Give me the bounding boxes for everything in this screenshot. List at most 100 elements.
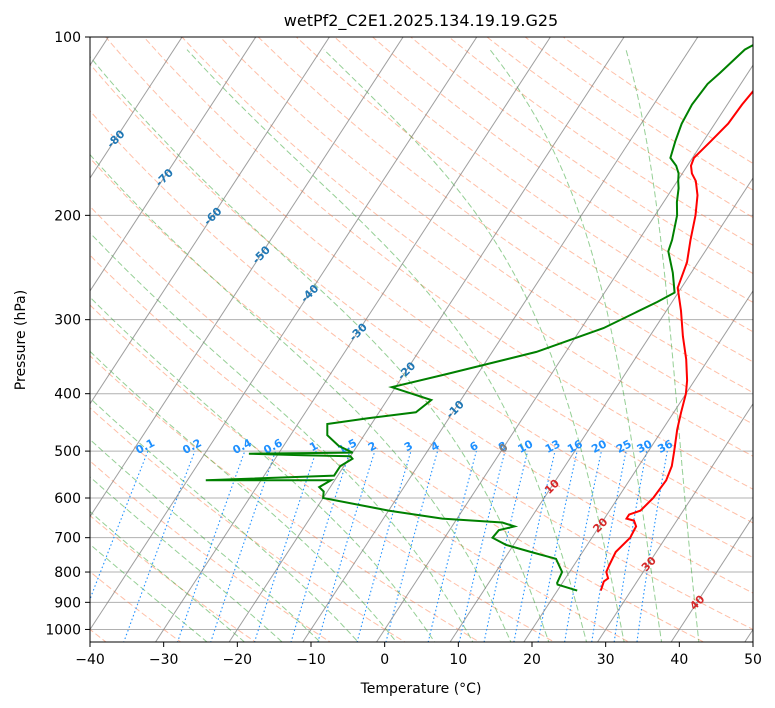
- dry-adiabat: [90, 110, 753, 594]
- dry-adiabat: [143, 37, 753, 490]
- x-tick-label: −40: [75, 652, 105, 668]
- dry-adiabat: [90, 407, 406, 642]
- dry-adiabat: [562, 37, 753, 164]
- moist-adiabat: [90, 476, 283, 642]
- mixing-ratio-line: [317, 450, 376, 642]
- y-tick-label: 300: [54, 313, 81, 329]
- isotherm-line: [449, 177, 753, 642]
- moist-adiabat: [186, 49, 588, 642]
- dry-adiabat: [90, 63, 753, 559]
- isotherm-line: [228, 37, 625, 642]
- mixing-ratio-label: 20: [589, 437, 609, 456]
- mixing-ratio-label: 30: [635, 437, 655, 456]
- isotherm-line: [90, 37, 257, 292]
- mixing-ratio-lines: [90, 450, 668, 642]
- isotherm-line: [302, 37, 699, 642]
- x-axis: −40 −30 −20 −10 0 10 20 30 40 50: [75, 642, 762, 668]
- mixing-ratio-label: 36: [655, 437, 675, 456]
- isotherm-line: [523, 290, 753, 642]
- x-tick-label: 50: [744, 652, 762, 668]
- dry-adiabat: [90, 254, 630, 642]
- y-axis-title: Pressure (hPa): [13, 290, 29, 390]
- moist-adiabat: [90, 232, 474, 642]
- x-tick-label: −10: [296, 652, 326, 668]
- dry-adiabat: [90, 205, 705, 642]
- moist-adiabat: [90, 397, 359, 642]
- y-tick-label: 800: [54, 565, 81, 581]
- moist-adiabat: [489, 49, 663, 642]
- dry-adiabat: [486, 37, 753, 218]
- x-tick-label: 30: [597, 652, 615, 668]
- mixing-ratio-line: [427, 450, 477, 642]
- mixing-ratio-line: [636, 451, 668, 642]
- y-tick-label: 400: [54, 387, 81, 403]
- y-axis: 100 200 300 400 500 600 700 800 900 1000: [45, 30, 90, 638]
- mixing-ratio-label: 13: [543, 437, 563, 456]
- mixing-ratio-line: [537, 450, 578, 642]
- mixing-ratio-line: [356, 450, 412, 642]
- chart-title: wetPf2_C2E1.2025.134.19.19.G25: [284, 11, 558, 31]
- isotherm-line: [90, 37, 404, 518]
- dry-adiabats: [90, 37, 753, 642]
- mixing-ratio-label: 10: [516, 437, 536, 456]
- mixing-ratio-line: [210, 450, 277, 642]
- y-tick-label: 100: [54, 30, 81, 46]
- plot-frame: [89, 36, 754, 643]
- dry-adiabat: [295, 37, 753, 363]
- mixing-ratio-line: [513, 450, 556, 642]
- dry-adiabat: [181, 37, 753, 457]
- moist-adiabat: [323, 49, 625, 642]
- x-tick-label: 0: [380, 652, 389, 668]
- mixing-ratio-line: [591, 450, 627, 642]
- y-tick-label: 700: [54, 531, 81, 547]
- dewpoint-profile-line: [205, 43, 753, 592]
- x-tick-label: 10: [449, 652, 467, 668]
- moist-adiabat: [90, 153, 512, 642]
- dry-adiabat: [410, 37, 753, 275]
- isotherm-line: [90, 37, 330, 405]
- dry-adiabat: [257, 37, 753, 394]
- x-tick-label: −20: [223, 652, 253, 668]
- mixing-ratio-line: [177, 450, 246, 642]
- y-tick-label: 900: [54, 595, 81, 611]
- mixing-ratio-line: [613, 450, 648, 642]
- moist-adiabat: [90, 510, 246, 642]
- dry-adiabat: [105, 37, 753, 524]
- isotherm-line: [90, 37, 478, 631]
- mixing-ratio-line: [483, 450, 529, 642]
- x-tick-label: 20: [523, 652, 541, 668]
- isotherm-line: [154, 37, 551, 642]
- temperature-profile-line: [599, 89, 753, 591]
- dry-adiabat: [448, 37, 753, 246]
- isotherm-line: [596, 402, 753, 642]
- mixing-ratio-label: 16: [565, 437, 585, 456]
- moist-adiabat: [625, 49, 700, 642]
- mixing-ratio-label: 25: [614, 437, 634, 456]
- dry-adiabat: [219, 37, 753, 425]
- y-tick-label: 500: [54, 444, 81, 460]
- dry-adiabat: [90, 157, 753, 630]
- plot-area: 0.10.20.40.611.52346810131620253036-100-…: [90, 37, 753, 642]
- dry-adiabat: [90, 460, 331, 642]
- moist-adiabat: [90, 296, 436, 642]
- y-tick-label: 1000: [45, 622, 81, 638]
- moist-adiabat: [90, 55, 550, 642]
- mixing-ratio-line: [458, 450, 506, 642]
- x-tick-label: −30: [149, 652, 179, 668]
- dry-adiabat: [333, 37, 753, 333]
- dry-adiabat: [90, 304, 556, 642]
- isotherm-line: [670, 515, 753, 642]
- dry-adiabat: [371, 37, 753, 303]
- mixing-ratio-line: [564, 450, 602, 642]
- y-tick-label: 200: [54, 208, 81, 224]
- moist-adiabat: [90, 543, 208, 642]
- moist-adiabats: [90, 49, 700, 642]
- x-tick-label: 40: [670, 652, 688, 668]
- y-tick-label: 600: [54, 491, 81, 507]
- mixing-ratio-line: [385, 450, 439, 642]
- moist-adiabat: [90, 350, 397, 642]
- isotherm-line: [90, 37, 183, 179]
- x-axis-title: Temperature (°C): [360, 681, 482, 697]
